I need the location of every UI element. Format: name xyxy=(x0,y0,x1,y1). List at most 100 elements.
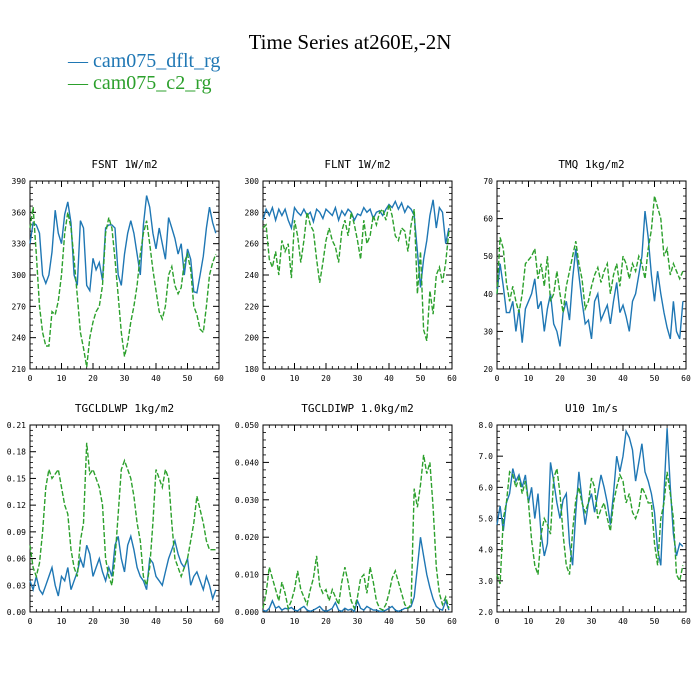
x-tick-label: 0 xyxy=(261,617,266,626)
x-tick-label: 40 xyxy=(151,617,161,626)
x-tick-label: 20 xyxy=(321,374,331,383)
y-tick-label: 390 xyxy=(12,177,27,186)
series-line-cam075_c2_rg xyxy=(29,442,216,589)
y-tick-label: 280 xyxy=(245,208,260,217)
y-tick-label: 20 xyxy=(483,365,493,374)
y-tick-label: 240 xyxy=(12,334,27,343)
y-tick-label: 4.0 xyxy=(479,546,494,555)
x-tick-label: 0 xyxy=(261,374,266,383)
x-tick-label: 50 xyxy=(183,617,193,626)
x-tick-label: 30 xyxy=(353,374,363,383)
x-tick-label: 20 xyxy=(88,617,98,626)
y-tick-label: 0.030 xyxy=(235,496,259,505)
x-tick-label: 20 xyxy=(88,374,98,383)
x-tick-label: 10 xyxy=(290,617,300,626)
x-tick-label: 10 xyxy=(524,374,534,383)
y-tick-label: 0.050 xyxy=(235,421,259,430)
y-tick-label: 0.06 xyxy=(7,555,26,564)
x-tick-label: 30 xyxy=(120,374,130,383)
x-tick-label: 30 xyxy=(587,374,597,383)
x-tick-label: 60 xyxy=(447,374,457,383)
x-tick-label: 50 xyxy=(650,617,660,626)
x-tick-label: 40 xyxy=(384,374,394,383)
y-tick-label: 8.0 xyxy=(479,421,494,430)
y-tick-label: 180 xyxy=(245,365,260,374)
y-tick-label: 210 xyxy=(12,365,27,374)
series-line-cam075_c2_rg xyxy=(29,206,217,368)
x-tick-label: 40 xyxy=(618,617,628,626)
y-tick-label: 0.21 xyxy=(7,421,26,430)
x-tick-label: 20 xyxy=(555,617,565,626)
chart-panel-0: FSNT 1W/m2 0 10 20 30 40 50 60 210 240 270 300 330 36… xyxy=(12,158,224,383)
series-line-cam075_dflt_rg xyxy=(262,199,450,288)
chart-panel-4: TGCLDIWP 1.0kg/m2 0 10 20 30 40 50 60 0.000 0.010… xyxy=(235,402,457,626)
x-tick-label: 50 xyxy=(416,617,426,626)
chart-panel-5: U10 1m/s 0 10 20 30 40 50 60 2.0 3.0 4.0 5.0 6.0 7.0 8… xyxy=(479,402,691,626)
x-tick-label: 10 xyxy=(524,617,534,626)
series-line-cam075_c2_rg xyxy=(496,468,684,585)
y-tick-label: 330 xyxy=(12,240,27,249)
legend-entry-c2: — cam075_c2_rg xyxy=(68,72,212,94)
x-tick-label: 50 xyxy=(416,374,426,383)
series-line-cam075_dflt_rg xyxy=(29,195,217,294)
x-tick-label: 60 xyxy=(214,374,224,383)
chart-title: TMQ 1kg/m2 xyxy=(558,158,624,171)
chart-title: U10 1m/s xyxy=(565,402,618,415)
series-line-cam075_c2_rg xyxy=(262,454,450,612)
x-tick-label: 20 xyxy=(321,617,331,626)
chart-panel-1: FLNT 1W/m2 0 10 20 30 40 50 60 180 200 220 240 260 28… xyxy=(245,158,457,383)
y-tick-label: 300 xyxy=(245,177,260,186)
x-tick-label: 0 xyxy=(28,617,33,626)
y-tick-label: 40 xyxy=(483,290,493,299)
y-tick-label: 260 xyxy=(245,240,260,249)
x-tick-label: 30 xyxy=(353,617,363,626)
y-tick-label: 7.0 xyxy=(479,452,494,461)
x-tick-label: 30 xyxy=(120,617,130,626)
y-tick-label: 240 xyxy=(245,271,260,280)
x-tick-label: 40 xyxy=(618,374,628,383)
x-tick-label: 10 xyxy=(290,374,300,383)
y-tick-label: 0.15 xyxy=(7,474,26,483)
x-tick-label: 60 xyxy=(214,617,224,626)
y-tick-label: 0.000 xyxy=(235,608,259,617)
x-tick-label: 60 xyxy=(447,617,457,626)
x-tick-label: 50 xyxy=(183,374,193,383)
chart-panel-3: TGCLDLWP 1kg/m2 0 10 20 30 40 50 60 0.00 0.03 0.06… xyxy=(7,402,224,626)
y-tick-label: 60 xyxy=(483,215,493,224)
series-line-cam075_dflt_rg xyxy=(262,537,450,613)
series-line-cam075_c2_rg xyxy=(496,195,684,313)
legend-entry-dflt: — cam075_dflt_rg xyxy=(68,50,221,72)
y-tick-label: 220 xyxy=(245,302,260,311)
x-tick-label: 20 xyxy=(555,374,565,383)
series-line-cam075_dflt_rg xyxy=(496,211,684,347)
y-tick-label: 50 xyxy=(483,252,493,261)
x-tick-label: 40 xyxy=(384,617,394,626)
x-tick-label: 40 xyxy=(151,374,161,383)
y-tick-label: 0.040 xyxy=(235,458,259,467)
x-tick-label: 50 xyxy=(650,374,660,383)
y-tick-label: 200 xyxy=(245,334,260,343)
y-tick-label: 0.00 xyxy=(7,608,26,617)
y-tick-label: 6.0 xyxy=(479,483,494,492)
y-tick-label: 300 xyxy=(12,271,27,280)
y-tick-label: 0.010 xyxy=(235,571,259,580)
y-tick-label: 30 xyxy=(483,327,493,336)
y-tick-label: 270 xyxy=(12,302,27,311)
series-line-cam075_dflt_rg xyxy=(496,428,684,566)
x-tick-label: 30 xyxy=(587,617,597,626)
y-tick-label: 70 xyxy=(483,177,493,186)
x-tick-label: 10 xyxy=(57,617,67,626)
y-tick-label: 5.0 xyxy=(479,515,494,524)
chart-panel-2: TMQ 1kg/m2 0 10 20 30 40 50 60 20 30 40 50 60 70 xyxy=(483,158,691,383)
chart-title: FSNT 1W/m2 xyxy=(91,158,157,171)
series-line-cam075_c2_rg xyxy=(262,204,450,341)
y-tick-label: 0.18 xyxy=(7,448,26,457)
x-tick-label: 0 xyxy=(495,617,500,626)
page-title: Time Series at260E,-2N xyxy=(248,30,452,54)
plot-frame xyxy=(496,424,687,613)
x-tick-label: 10 xyxy=(57,374,67,383)
y-tick-label: 360 xyxy=(12,208,27,217)
y-tick-label: 0.12 xyxy=(7,501,26,510)
chart-title: TGCLDLWP 1kg/m2 xyxy=(75,402,174,415)
